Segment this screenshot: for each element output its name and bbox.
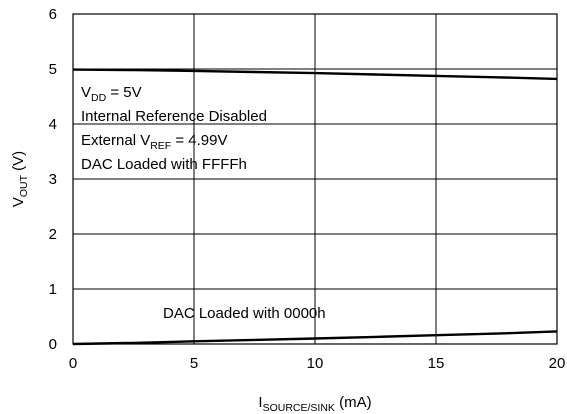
series-line-0000h (72, 330, 558, 346)
grid-lines (73, 14, 557, 344)
y-tick-label: 1 (49, 281, 57, 298)
series-line-ffffh (72, 68, 558, 81)
upper-annotation: VDD = 5V Internal Reference Disabled Ext… (81, 84, 267, 173)
annotation-vref: External VREF = 4.99V (81, 132, 228, 152)
annotation-vdd: VDD = 5V (81, 84, 142, 104)
y-tick-labels: 0 1 2 3 4 5 6 (49, 6, 57, 353)
y-tick-label: 3 (49, 171, 57, 188)
y-tick-label: 4 (49, 116, 57, 133)
y-tick-label: 6 (49, 6, 57, 23)
y-axis-label: VOUT (V) (10, 151, 30, 207)
y-tick-label: 0 (49, 336, 57, 353)
x-tick-label: 20 (549, 355, 566, 372)
x-tick-labels: 0 5 10 15 20 (69, 355, 566, 372)
series-group (72, 68, 558, 346)
annotation-dac-ffff: DAC Loaded with FFFFh (81, 156, 247, 173)
y-tick-label: 5 (49, 61, 57, 78)
x-tick-label: 10 (307, 355, 324, 372)
x-tick-label: 5 (190, 355, 198, 372)
x-tick-label: 15 (428, 355, 445, 372)
x-axis-label: ISOURCE/SINK (mA) (258, 394, 371, 414)
x-tick-label: 0 (69, 355, 77, 372)
y-tick-label: 2 (49, 226, 57, 243)
annotation-reference: Internal Reference Disabled (81, 108, 267, 125)
annotation-dac-0000: DAC Loaded with 0000h (163, 305, 326, 322)
